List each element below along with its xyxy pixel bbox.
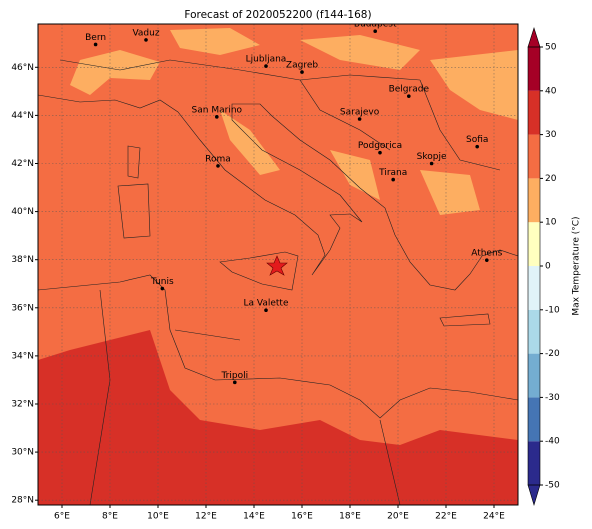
city-marker: [378, 150, 382, 155]
colorbar-swatch: [528, 441, 540, 485]
axes: 6°E 8°E 10°E 12°E 14°E 16°E 18°E 20°E 22°E 24°E 28…: [11, 63, 505, 522]
y-tick-label: 46°N: [11, 63, 34, 73]
colorbar-swatch: [528, 90, 540, 135]
star-marker: [266, 255, 288, 276]
colorbar-label: Max Temperature (°C): [572, 216, 582, 315]
title: Forecast of 2020052200 (f144-168): [184, 9, 371, 21]
city-marker: [160, 286, 165, 291]
colorbar-extend: [527, 27, 541, 48]
city-marker: [300, 70, 304, 74]
city-marker: [475, 144, 480, 149]
colorbar-tick-label: 40: [545, 86, 557, 96]
y-tick-label: 40°N: [11, 207, 34, 217]
city-label: Belgrade: [389, 85, 430, 95]
y-tick-label: 36°N: [11, 303, 34, 313]
city-marker: [264, 64, 268, 68]
city-label: Roma: [205, 154, 231, 164]
grid: [38, 24, 518, 505]
sea: [38, 94, 518, 419]
y-tick-label: 42°N: [11, 159, 34, 169]
city-marker: [93, 42, 98, 47]
city-label: Vaduz: [132, 28, 159, 38]
x-tick-label: 14°E: [243, 512, 265, 522]
x-tick-label: 6°E: [54, 512, 70, 522]
city-label: Sarajevo: [340, 107, 380, 117]
island: [117, 145, 491, 327]
colorbar: -50 -40 -30 -20 -10 0 10 20 30 40 50: [527, 27, 560, 507]
colorbar-swatch: [528, 397, 540, 442]
city-label: Zagreb: [286, 61, 318, 71]
x-tick-label: 24°E: [483, 512, 505, 522]
colorbar-swatch: [528, 266, 540, 310]
y-tick-label: 32°N: [11, 399, 34, 409]
colorbar-swatch: [528, 309, 540, 354]
city-label: Budapest: [354, 20, 397, 30]
colorbar-tick-label: 50: [545, 43, 557, 53]
x-tick-label: 16°E: [291, 512, 313, 522]
colorbar-tick-label: -10: [545, 305, 560, 315]
hot-patch: [38, 330, 518, 505]
colorbar-tick-label: 10: [545, 218, 557, 228]
x-tick-label: 8°E: [102, 512, 118, 522]
colorbar-tick-label: -30: [545, 393, 560, 403]
colorbar-swatch: [528, 353, 540, 398]
city-marker: [233, 380, 237, 385]
colorbar-swatch: [528, 178, 540, 223]
city-marker: [216, 164, 220, 168]
city-label: La Valette: [244, 299, 289, 309]
city-marker: [357, 117, 362, 121]
colorbar-tick-label: 30: [545, 130, 557, 140]
colorbar-tick-label: -20: [545, 349, 560, 359]
colorbar-swatch: [528, 134, 540, 179]
city-label: Tirana: [378, 168, 407, 178]
city-label: Athens: [471, 249, 502, 259]
city-marker: [144, 38, 148, 42]
colorbar-tick-label: 0: [545, 262, 551, 272]
city-marker: [485, 258, 489, 262]
y-tick-label: 38°N: [11, 255, 34, 265]
city-label: Tripoli: [220, 371, 248, 381]
y-tick-label: 44°N: [11, 111, 34, 121]
colorbar-swatch: [528, 222, 540, 266]
x-tick-label: 18°E: [339, 512, 361, 522]
border: [59, 59, 501, 505]
city-label: Ljubljana: [246, 55, 287, 65]
colorbar-tick-label: -50: [545, 481, 560, 491]
map-frame: [37, 23, 519, 506]
colorbar-swatch: [528, 47, 540, 91]
colorbar-tick-label: 20: [545, 174, 557, 184]
x-tick-label: 12°E: [195, 512, 217, 522]
city-label: Tunis: [150, 277, 174, 287]
y-tick-label: 30°N: [11, 448, 34, 458]
city-marker: [429, 161, 434, 166]
city-label: Podgorica: [358, 141, 402, 151]
colorbar-extend: [527, 484, 541, 507]
city-marker: [215, 115, 219, 119]
x-tick-label: 20°E: [387, 512, 409, 522]
y-tick-label: 28°N: [11, 496, 34, 506]
city-marker: [373, 29, 378, 34]
x-tick-label: 10°E: [147, 512, 169, 522]
warm-patch: [70, 28, 518, 215]
city-label: San Marino: [192, 105, 243, 115]
city-marker: [407, 94, 411, 98]
x-tick-label: 22°E: [435, 512, 457, 522]
city-marker: [264, 308, 268, 312]
city-label: Bern: [85, 33, 106, 43]
city-label: Sofia: [466, 135, 488, 145]
city-marker: [391, 177, 396, 182]
city-label: Skopje: [417, 152, 447, 162]
colorbar-tick-label: -40: [545, 437, 560, 447]
y-tick-label: 34°N: [11, 351, 34, 361]
